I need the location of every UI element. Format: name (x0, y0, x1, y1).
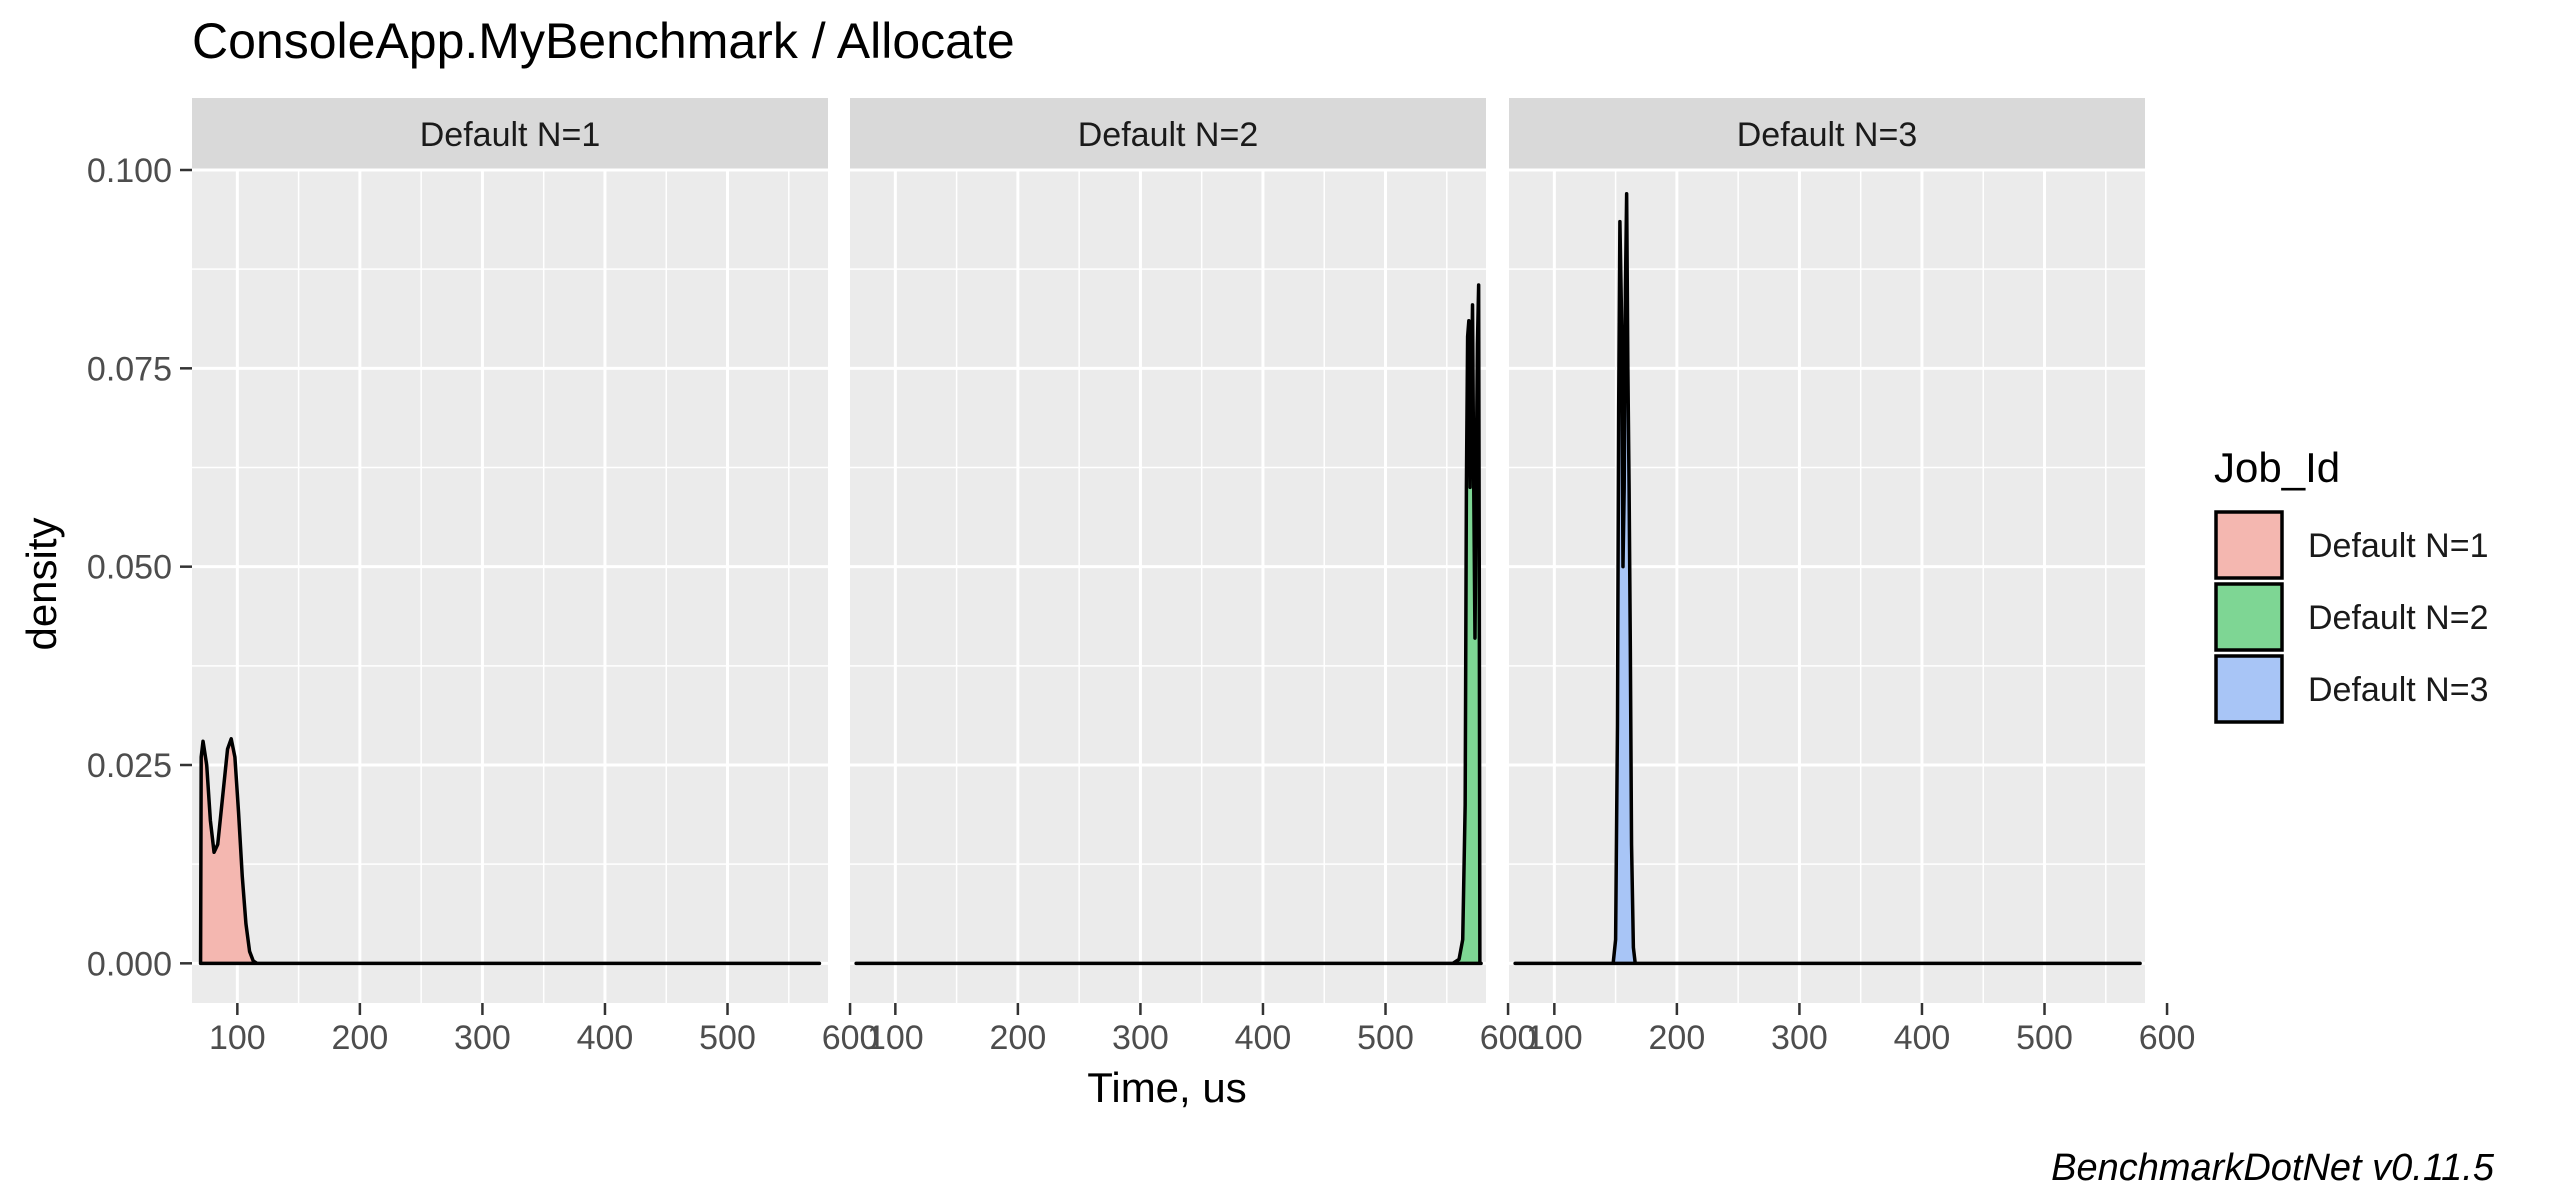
y-tick-label: 0.025 (87, 747, 172, 785)
x-tick-label: 100 (867, 1019, 924, 1057)
y-tick-label: 0.075 (87, 350, 172, 388)
facet-panel: Default N=3 100 200 300 400 500 600 (1492, 98, 2196, 1057)
facet-strip (1509, 98, 2145, 170)
y-axis: 0.000 0.025 0.050 0.075 0.100 (87, 152, 192, 983)
panel-background (850, 170, 1486, 1003)
legend-swatch (2214, 510, 2284, 580)
density-area (854, 283, 1483, 966)
legend-swatch (2214, 654, 2284, 724)
x-axis-title: Time, us (1087, 1064, 1246, 1111)
x-tick-label: 600 (2139, 1019, 2196, 1057)
y-tick-label: 0.000 (87, 945, 172, 983)
x-tick-label: 400 (1894, 1019, 1951, 1057)
density-area (198, 737, 822, 966)
x-tick-label: 300 (454, 1019, 511, 1057)
facet-strip (850, 98, 1486, 170)
facet-panel: Default N=2 100 200 300 400 500 600 (833, 98, 1537, 1057)
x-tick-label: 500 (2016, 1019, 2073, 1057)
x-tick-label: 500 (1357, 1019, 1414, 1057)
y-tick-label: 0.050 (87, 549, 172, 587)
legend-label: Default N=2 (2308, 599, 2489, 637)
x-tick-label: 300 (1112, 1019, 1169, 1057)
legend-title: Job_Id (2214, 444, 2340, 491)
chart-title: ConsoleApp.MyBenchmark / Allocate (192, 13, 1015, 69)
x-tick-label: 600 (822, 1019, 879, 1057)
panel-background (1509, 170, 2145, 1003)
x-tick-label: 200 (990, 1019, 1047, 1057)
x-tick-label: 100 (1526, 1019, 1583, 1057)
legend-label: Default N=1 (2308, 527, 2489, 565)
x-tick-label: 400 (1235, 1019, 1292, 1057)
y-tick-label: 0.100 (87, 152, 172, 190)
caption: BenchmarkDotNet v0.11.5 (2051, 1147, 2495, 1189)
legend-label: Default N=3 (2308, 671, 2489, 709)
x-tick-label: 400 (577, 1019, 634, 1057)
facet-strip-label: Default N=3 (1737, 116, 1918, 154)
x-tick-label: 200 (332, 1019, 389, 1057)
x-tick-label: 300 (1771, 1019, 1828, 1057)
x-tick-label: 600 (1480, 1019, 1537, 1057)
facet-strip-label: Default N=2 (1078, 116, 1259, 154)
facet-strip (192, 98, 828, 170)
x-tick-label: 500 (699, 1019, 756, 1057)
legend-swatch (2214, 582, 2284, 652)
legend: Job_Id Default N=1 Default N=2 Default N=3 (2214, 444, 2489, 724)
x-tick-label: 200 (1649, 1019, 1706, 1057)
facet-strip-label: Default N=1 (420, 116, 601, 154)
y-axis-title: density (18, 517, 65, 650)
x-tick-label: 100 (209, 1019, 266, 1057)
facet-panel: Default N=1 100 200 300 400 500 600 (175, 98, 879, 1057)
panel-background (192, 170, 828, 1003)
density-area (1513, 192, 2142, 966)
